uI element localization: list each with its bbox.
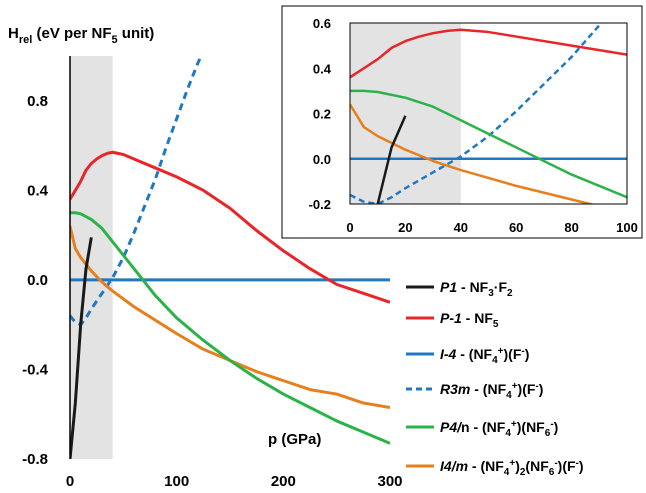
main-series-lines bbox=[70, 56, 390, 459]
inset-x-tick-label: 0 bbox=[346, 220, 353, 235]
series-line-p4-n bbox=[70, 211, 390, 445]
y-tick-label: 0.4 bbox=[27, 182, 49, 199]
inset-x-tick-label: 40 bbox=[454, 220, 468, 235]
x-tick-label: 100 bbox=[164, 473, 189, 490]
legend: P1 - NF3·F2 P-1 - NF5 I-4 - (NF4+)(F-) R… bbox=[406, 279, 584, 478]
x-axis-label: p (GPa) bbox=[268, 431, 321, 448]
legend-item-i4m: I4/m - (NF4+)2(NF6-)(F-) bbox=[406, 458, 584, 478]
inset-y-tick-label: 0.6 bbox=[313, 16, 331, 31]
inset-x-tick-label: 60 bbox=[509, 220, 523, 235]
inset-y-tick-label: 0.4 bbox=[313, 61, 332, 76]
y-tick-label: -0.8 bbox=[22, 451, 48, 468]
y-tick-labels: 0.8 0.4 0.0 -0.4 -0.8 bbox=[22, 93, 49, 468]
inset-x-tick-label: 20 bbox=[398, 220, 412, 235]
inset-x-tick-label: 100 bbox=[616, 220, 638, 235]
inset-series-line-p-1 bbox=[350, 28, 627, 79]
inset-shaded-region bbox=[350, 23, 461, 204]
inset-y-tick-label: 0.0 bbox=[313, 152, 331, 167]
legend-label-p1: P1 - NF3·F2 bbox=[440, 279, 513, 299]
x-tick-label: 200 bbox=[271, 473, 296, 490]
inset-axes-box bbox=[349, 22, 628, 205]
legend-item-p4n: P4/n - (NF4+)(NF6-) bbox=[406, 419, 558, 439]
x-tick-label: 0 bbox=[66, 473, 74, 490]
series-line-r3m bbox=[70, 56, 203, 327]
inset-y-tick-label: -0.2 bbox=[309, 197, 331, 212]
x-tick-label: 300 bbox=[377, 473, 402, 490]
y-tick-label: -0.4 bbox=[22, 361, 49, 378]
legend-label-i4m: I4/m - (NF4+)2(NF6-)(F-) bbox=[440, 458, 584, 478]
legend-item-r3m: R3m - (NF4+)(F-) bbox=[406, 381, 543, 401]
legend-item-p1: P1 - NF3·F2 bbox=[406, 279, 513, 299]
main-plot: 0.8 0.4 0.0 -0.4 -0.8 0 100 200 300 bbox=[22, 56, 403, 490]
inset-x-tick-labels: 0 20 40 60 80 100 bbox=[346, 220, 637, 235]
inset-series-line-i4-m bbox=[350, 103, 596, 204]
inset-y-tick-label: 0.2 bbox=[313, 107, 331, 122]
x-tick-labels: 0 100 200 300 bbox=[66, 473, 403, 490]
legend-label-p-1: P-1 - NF5 bbox=[440, 310, 499, 330]
series-line-i4-m bbox=[70, 225, 390, 409]
inset-series-line-p4-n bbox=[350, 89, 627, 199]
y-axis-label: Hrel (eV per NF5 unit) bbox=[8, 25, 154, 46]
inset-y-tick-labels: 0.6 0.4 0.2 0.0 -0.2 bbox=[309, 16, 332, 212]
inset-x-tick-label: 80 bbox=[564, 220, 578, 235]
series-line-p-1 bbox=[70, 150, 390, 304]
series-line-p1 bbox=[70, 237, 93, 459]
legend-item-i-4: I-4 - (NF4+)(F-) bbox=[406, 346, 529, 366]
legend-label-i-4: I-4 - (NF4+)(F-) bbox=[440, 346, 529, 366]
legend-item-p-1: P-1 - NF5 bbox=[406, 310, 499, 330]
inset-series-lines bbox=[350, 23, 627, 204]
y-tick-label: 0.8 bbox=[27, 93, 48, 110]
y-tick-label: 0.0 bbox=[27, 272, 48, 289]
inset-series-line-p1 bbox=[376, 115, 407, 204]
inset-plot: 0.6 0.4 0.2 0.0 -0.2 0 20 40 60 80 100 bbox=[281, 5, 643, 239]
legend-label-p4n: P4/n - (NF4+)(NF6-) bbox=[440, 419, 558, 439]
legend-label-r3m: R3m - (NF4+)(F-) bbox=[440, 381, 543, 401]
